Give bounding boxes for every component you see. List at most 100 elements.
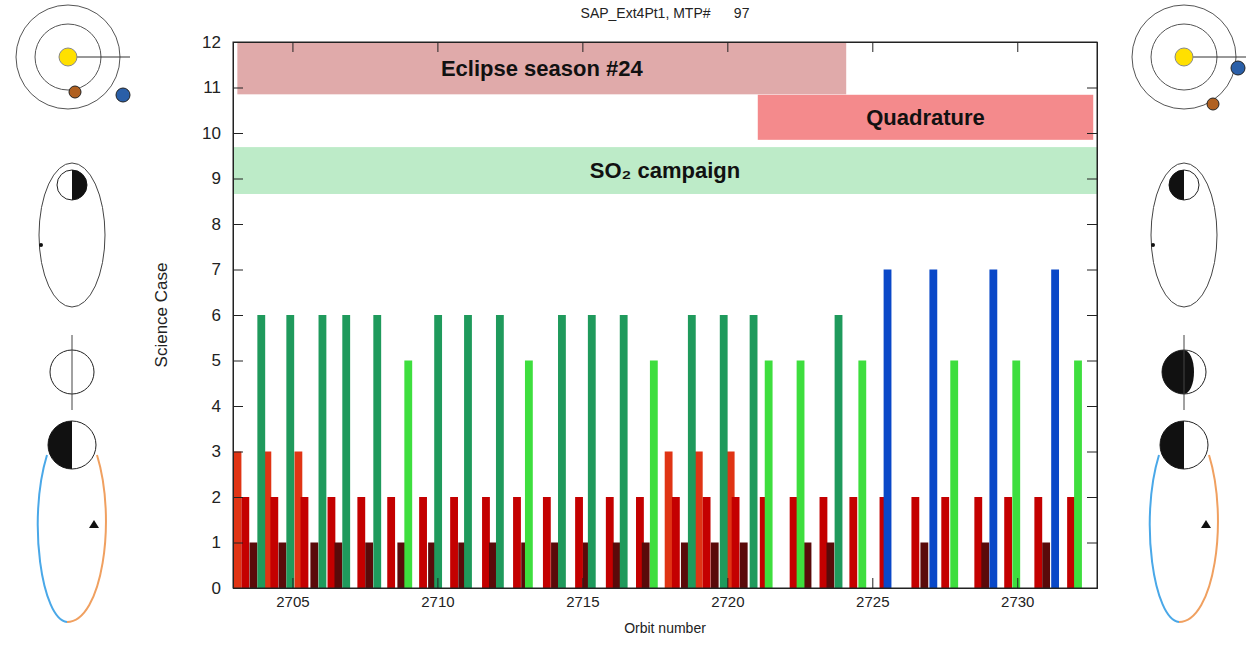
orbit-arc [67,455,106,622]
bar [974,497,982,588]
bar [234,452,242,589]
bar [1004,497,1012,588]
bar [750,315,758,588]
bar [551,543,559,589]
tick-label: 2725 [856,593,889,610]
orbit-sketch [38,421,106,622]
tick: 4 [212,397,243,416]
tick-label: 11 [203,78,221,97]
tick-label: 2730 [1001,593,1034,610]
tick-mark [437,578,438,588]
y-axis: 0123456789101112 [202,33,243,598]
tick-mark [1087,179,1097,180]
earth [116,88,130,102]
view-sketch [1162,335,1206,410]
tick: 2710 [421,578,454,610]
bar [450,497,458,588]
tick-mark [233,315,243,316]
tick [1087,270,1097,271]
orbit-ellipse [1151,163,1217,307]
bar [543,497,551,588]
tick-mark [1087,224,1097,225]
tick: 2705 [276,578,309,610]
orbit-arc [1150,455,1179,622]
annotation-label: SO₂ campaign [590,158,740,183]
tick-mark [233,497,243,498]
bar [681,543,689,589]
tick-mark [233,224,243,225]
orbit-sketch [39,163,105,307]
tick-mark [1087,452,1097,453]
bar [1034,497,1042,588]
bar [365,543,373,589]
y-axis-right [1087,43,1098,589]
tick-mark [233,543,243,544]
tick: 2720 [711,578,744,610]
tick [1087,588,1097,589]
bar [672,497,680,588]
tick: 11 [203,78,243,97]
tick-mark [292,578,293,588]
bar [911,497,919,588]
night-side [1169,170,1184,200]
tick-mark [1087,543,1097,544]
bar [1042,543,1050,589]
tick-label: 8 [212,215,221,234]
bar [342,315,350,588]
bar [301,497,309,588]
tick-mark [727,578,728,588]
bar [790,497,798,588]
bar [941,497,949,588]
tick: 2725 [856,578,889,610]
bar [489,543,497,589]
axis-line [234,43,244,589]
chart-title: SAP_Ext4Pt1, MTP# 97 [581,5,750,21]
bar [711,543,719,589]
bar [588,315,596,588]
annotation-band [233,147,1097,194]
earth [1231,61,1245,75]
orbit-arc [1179,455,1218,622]
tick [1017,42,1018,52]
tick [1087,497,1097,498]
tick [1087,315,1097,316]
tick [1087,42,1097,43]
tick-mark [233,42,243,43]
y-axis-title: Science Case [152,263,171,368]
bar [650,361,658,589]
tick: 10 [202,124,243,143]
tick: 12 [202,33,243,52]
bar [310,543,318,589]
sun [1175,48,1193,66]
bar [1067,497,1075,588]
tick: 1 [212,533,243,552]
bar [884,270,892,589]
bar [334,543,342,589]
bar [250,543,258,589]
axis-line [234,43,1098,53]
tick-label: 12 [202,33,221,52]
bar [989,270,997,589]
bar [397,543,405,589]
x-axis-title: Orbit number [624,620,706,636]
tick-mark [1087,88,1097,89]
tick [1087,361,1097,362]
tick-label: 7 [212,260,221,279]
tick-mark [1087,315,1097,316]
bar [434,315,442,588]
orbit-sketch [1151,163,1217,307]
chart: Eclipse season #24QuadratureSO₂ campaign… [0,0,1257,645]
spacecraft [89,520,99,528]
tick [582,42,583,52]
bar [1074,361,1082,589]
x-axis: 270527102715272027252730 [234,578,1098,610]
bar [703,497,711,588]
planet [1169,170,1199,200]
planet [48,421,96,469]
bar [513,497,521,588]
tick: 0 [212,579,243,598]
tick-label: 2 [212,488,221,507]
tick-mark [1017,42,1018,52]
bar [642,543,650,589]
solar-sketch [16,5,130,109]
